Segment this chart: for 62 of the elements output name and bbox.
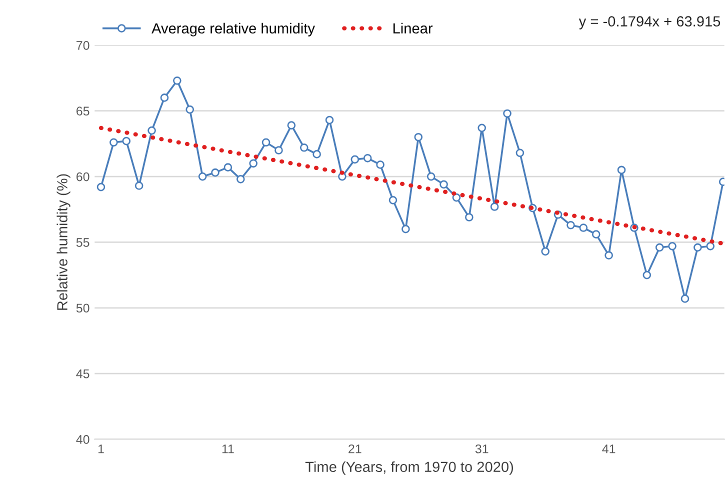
point: [363, 154, 372, 162]
point: [414, 132, 423, 142]
point: [541, 247, 550, 256]
point: [478, 124, 486, 132]
point: [490, 202, 499, 211]
point: [287, 121, 296, 130]
point: [249, 159, 258, 168]
y-axis-title: Relative humidity (%): [56, 174, 70, 310]
text: y = -0.1794x + 63.915: [578, 16, 720, 30]
point: [452, 193, 461, 202]
point: [402, 224, 410, 234]
point: [426, 172, 436, 181]
point: [211, 168, 220, 177]
point: [706, 242, 715, 250]
y-tick-label: 55: [76, 238, 90, 247]
point: [617, 166, 626, 174]
x-axis-title: Time (Years, from 1970 to 2020): [305, 461, 514, 475]
y-tick-label: 60: [76, 172, 90, 182]
legend-label: Linear: [393, 22, 433, 34]
point: [224, 163, 232, 172]
point: [579, 224, 588, 232]
point: [388, 196, 398, 204]
point: [236, 174, 245, 184]
point: [262, 138, 270, 147]
y-tick-label: 70: [76, 40, 90, 50]
point: [312, 150, 321, 158]
point: [186, 105, 194, 114]
y-tick-label: 40: [76, 435, 90, 444]
point: [325, 116, 334, 124]
point: [134, 182, 144, 190]
point: [680, 294, 690, 303]
point: [122, 136, 131, 146]
point: [592, 230, 600, 238]
y-tick-label: 50: [76, 304, 90, 313]
point: [160, 94, 169, 102]
point: [110, 138, 118, 147]
point: [300, 143, 308, 152]
point: [376, 160, 384, 169]
point: [642, 270, 652, 280]
point: [655, 243, 664, 252]
legend-label: Average relative humidity: [152, 22, 315, 36]
point: [350, 155, 360, 164]
x-tick-label: 41: [602, 444, 616, 454]
y-tick-label: 65: [76, 106, 90, 116]
point: [516, 148, 524, 158]
point: [694, 243, 702, 252]
point: [198, 172, 207, 181]
point: [503, 109, 512, 118]
point: [148, 126, 156, 135]
point: [440, 180, 448, 189]
point: [465, 213, 474, 222]
point: [604, 251, 613, 260]
point: [172, 76, 182, 85]
x-tick-label: 11: [222, 444, 234, 454]
point: [274, 146, 283, 154]
x-tick-label: 21: [348, 444, 362, 454]
point: [566, 220, 575, 230]
x-tick-label: 1: [98, 444, 104, 454]
y-tick-label: 45: [76, 370, 90, 378]
x-tick-label: 31: [475, 444, 488, 454]
point: [668, 242, 676, 250]
point: [96, 182, 106, 192]
